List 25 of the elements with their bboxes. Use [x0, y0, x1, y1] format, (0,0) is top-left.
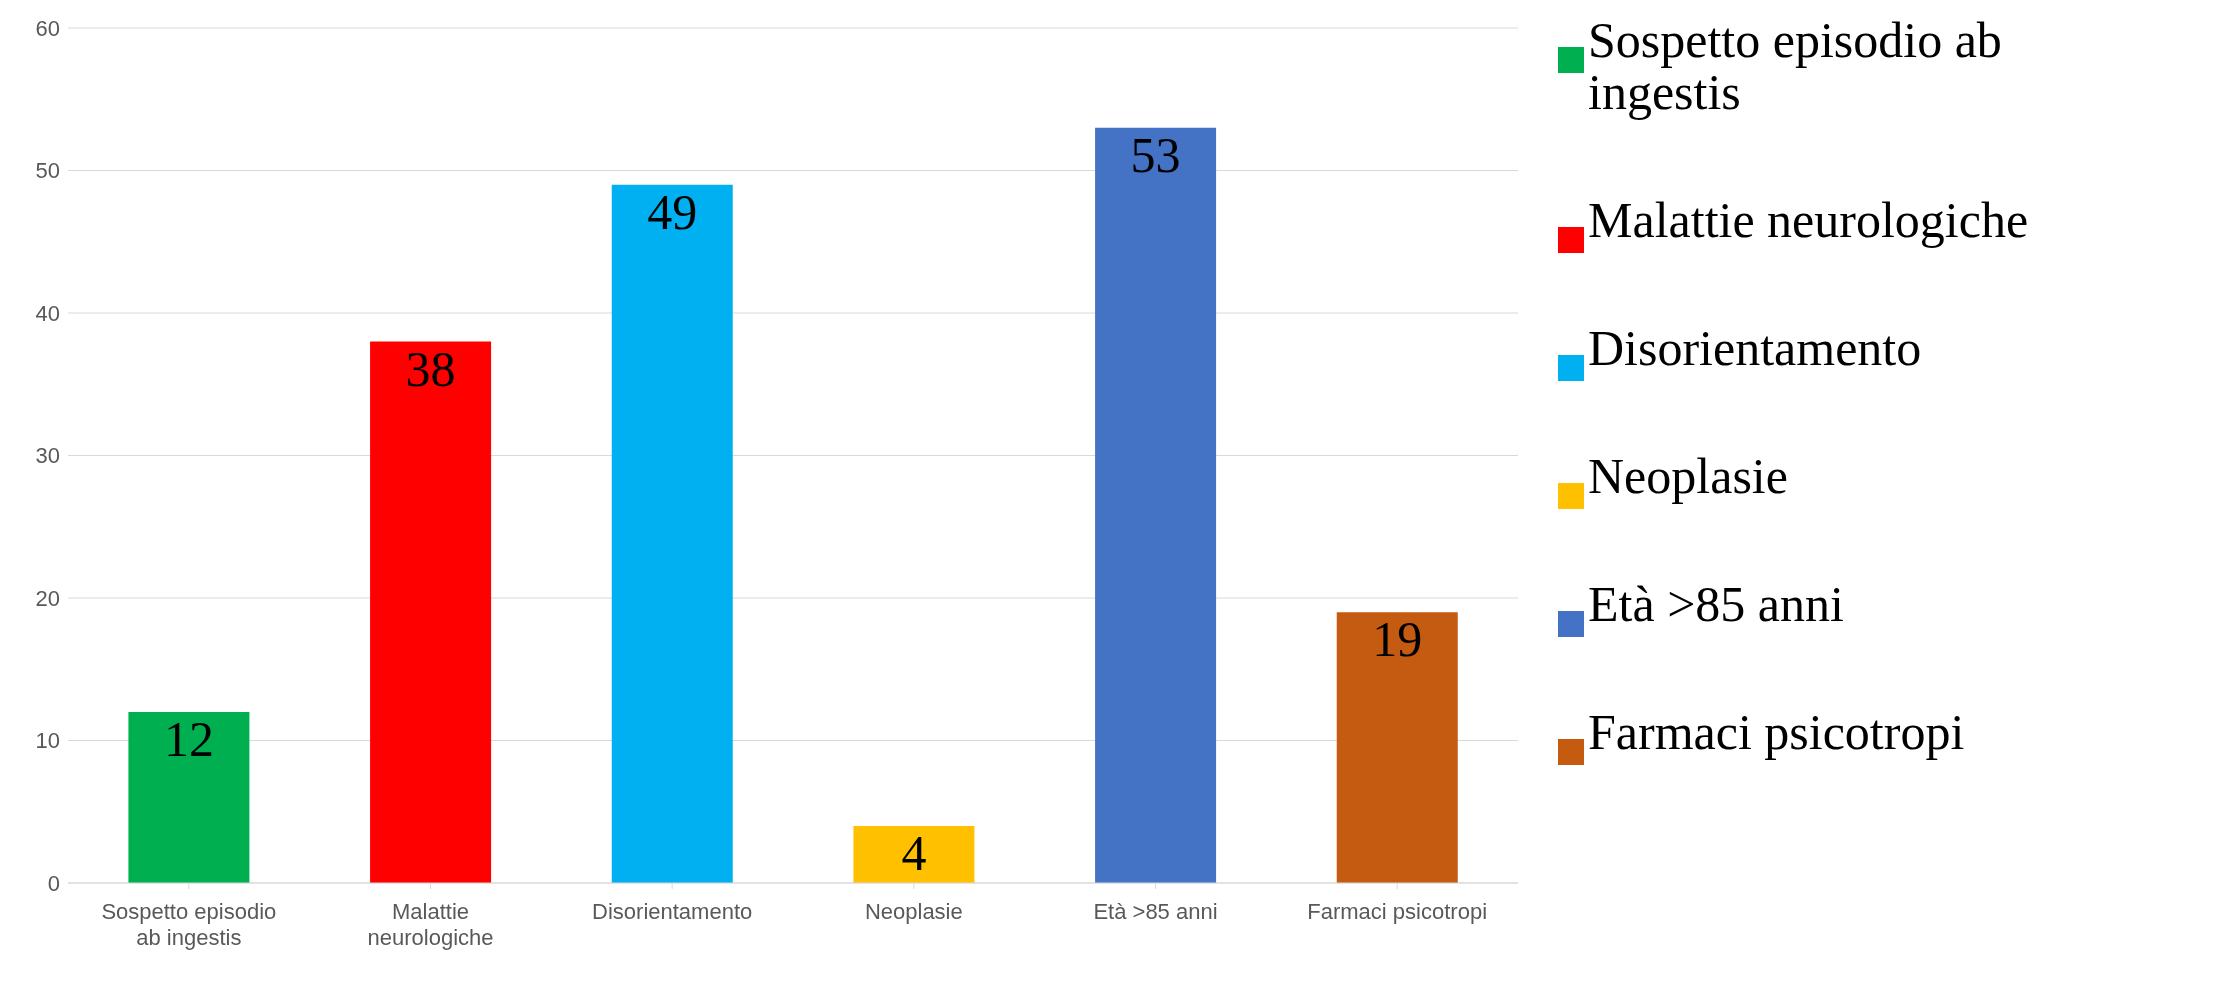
x-tick-label: Età >85 anni [1093, 899, 1218, 924]
y-tick-label: 50 [35, 158, 60, 184]
y-tick-label: 60 [35, 15, 60, 41]
data-label: 38 [405, 340, 456, 397]
y-tick-label: 20 [35, 585, 60, 611]
legend-label: Disorientamento [1588, 320, 1922, 376]
x-tick-label: Neoplasie [864, 899, 963, 924]
x-tick-label: Sospetto episodio ab ingestis [101, 899, 277, 950]
x-tick-label: Farmaci psicotropi [1307, 899, 1488, 924]
data-label: 4 [901, 825, 927, 881]
data-label: 19 [1372, 611, 1423, 668]
legend-label: Sospetto episodio ab ingestis [1588, 12, 2002, 120]
legend-label: Neoplasie [1588, 448, 1788, 504]
y-tick-label: 10 [35, 728, 60, 754]
legend-label: Malattie neurologiche [1588, 192, 2029, 248]
x-tick-label: Malattie neurologiche [367, 899, 494, 950]
legend-label: Età >85 anni [1588, 576, 1844, 632]
data-label: 12 [163, 711, 214, 767]
y-tick-label: 30 [35, 443, 60, 469]
y-tick-label: 0 [47, 870, 60, 896]
legend-label: Farmaci psicotropi [1588, 704, 1966, 762]
x-tick-label: Disorientamento [592, 899, 753, 924]
data-label: 53 [1130, 126, 1181, 183]
y-tick-label: 40 [35, 300, 60, 326]
data-label: 49 [647, 183, 698, 240]
